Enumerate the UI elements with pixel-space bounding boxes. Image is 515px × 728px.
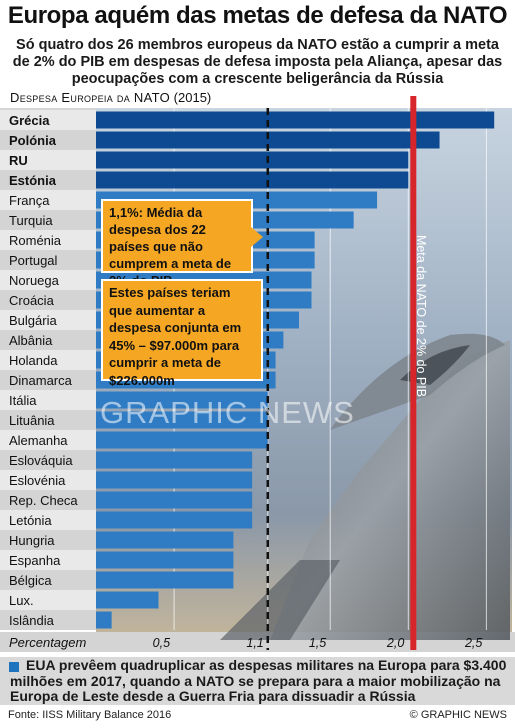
bar-ru (96, 151, 409, 169)
category-label: Portugal (9, 253, 58, 268)
bar-gr-cia (96, 111, 495, 129)
row-band (0, 310, 96, 330)
category-label: Dinamarca (9, 373, 73, 388)
bar-eslov-nia (96, 471, 253, 489)
bar-est-nia (96, 171, 409, 189)
credit-text: © GRAPHIC NEWS (409, 709, 507, 721)
bar-rep-checa (96, 491, 253, 509)
row-band (0, 230, 96, 250)
category-label: Bulgária (9, 313, 57, 328)
row-band (0, 430, 96, 450)
increase-callout: Estes países teriam que aumentar a despe… (101, 279, 263, 388)
page-title: Europa aquém das metas de defesa da NATO (7, 2, 508, 29)
footnote-box: EUA prevêem quadruplicar as despesas mil… (0, 657, 515, 705)
row-band (0, 270, 96, 290)
category-label: Letónia (9, 513, 52, 528)
page-subtitle: Só quatro dos 26 membros europeus da NAT… (12, 37, 503, 87)
category-label: Polónia (9, 133, 57, 148)
category-label: Turquia (9, 213, 53, 228)
bar-it-lia (96, 391, 268, 409)
category-label: RU (9, 153, 28, 168)
category-label: Roménia (9, 233, 62, 248)
footnote-text: EUA prevêem quadruplicar as despesas mil… (10, 657, 507, 704)
category-label: Holanda (9, 353, 58, 368)
category-label: Albânia (9, 333, 53, 348)
category-label: Lituânia (9, 413, 55, 428)
row-band (0, 590, 96, 610)
square-bullet-icon (9, 662, 19, 672)
bar-pol-nia (96, 131, 440, 149)
reference-lines (266, 96, 417, 650)
category-label: França (9, 193, 50, 208)
bar-let-nia (96, 511, 253, 529)
row-band (0, 350, 96, 370)
category-label: Rep. Checa (9, 493, 78, 508)
bar-litu-nia (96, 411, 268, 429)
source-text: Fonte: IISS Military Balance 2016 (8, 709, 172, 721)
category-label: Itália (9, 393, 37, 408)
category-label: Bélgica (9, 573, 52, 588)
chart-heading-year: (2015) (173, 90, 212, 105)
row-band (0, 510, 96, 530)
bar-eslov-quia (96, 451, 253, 469)
category-label: Estónia (9, 173, 57, 188)
bar-alemanha (96, 431, 268, 449)
category-label: Noruega (9, 273, 60, 288)
bar-b-lgica (96, 571, 234, 589)
watermark: GRAPHIC NEWS (100, 395, 355, 430)
x-tick-label: 1,1 (246, 636, 263, 650)
x-axis: Percentagem 0,5 1,1 1,5 2,0 2,5 (9, 635, 482, 650)
category-label: Alemanha (9, 433, 68, 448)
chart-heading-main: Despesa Europeia da NATO (10, 90, 171, 105)
average-callout: 1,1%: Média da despesa dos 22 países que… (101, 199, 263, 288)
category-label: Espanha (9, 553, 61, 568)
target-line (410, 96, 417, 650)
category-label: Eslovénia (9, 473, 66, 488)
row-band (0, 550, 96, 570)
row-band (0, 190, 96, 210)
x-tick-label: 1,5 (309, 636, 326, 650)
x-tick-label: 2,0 (386, 636, 404, 650)
chart-heading: Despesa Europeia da NATO (2015) (10, 90, 211, 105)
row-band (0, 150, 96, 170)
row-band (0, 390, 96, 410)
row-band (0, 470, 96, 490)
bar-chart: Grécia Polónia RU Estónia França Turquia Romén… (0, 96, 515, 652)
category-label: Eslováquia (9, 453, 73, 468)
bar-isl-ndia (96, 611, 112, 629)
bar-lux- (96, 591, 159, 609)
category-labels: Grécia Polónia RU Estónia França Turquia Romén… (9, 113, 78, 628)
row-band (0, 110, 96, 130)
category-label: Lux. (9, 593, 34, 608)
x-axis-label: Percentagem (9, 635, 86, 650)
x-tick-label: 2,5 (464, 636, 482, 650)
category-label: Grécia (9, 113, 50, 128)
category-label: Croácia (9, 293, 55, 308)
category-label: Hungria (9, 533, 55, 548)
bar-espanha (96, 551, 234, 569)
category-label: Islândia (9, 613, 55, 628)
bar-hungria (96, 531, 234, 549)
target-line-label: Meta da NATO de 2% do PIB (410, 218, 432, 413)
target-line-label-text: Meta da NATO de 2% do PIB (414, 234, 428, 397)
x-tick-label: 0,5 (153, 636, 170, 650)
